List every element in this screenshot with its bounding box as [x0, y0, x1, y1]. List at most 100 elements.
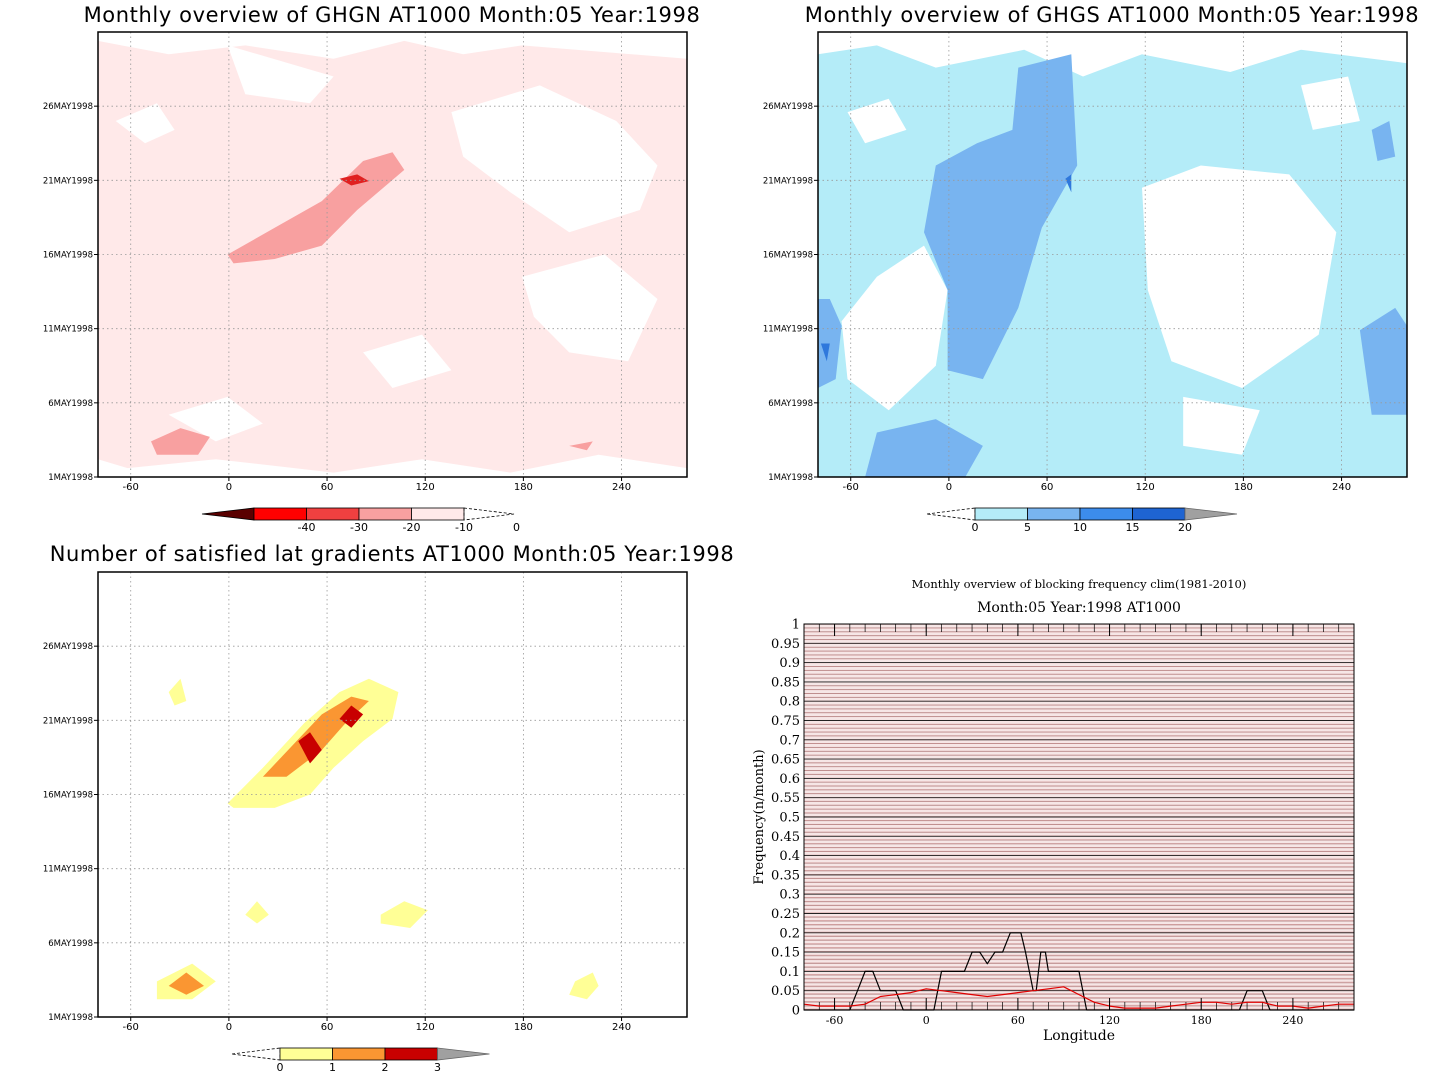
y-tick-label-1MAY1998: 1MAY1998: [48, 473, 93, 483]
contour-region-two-8: [168, 972, 204, 995]
colorbar-label-1: 1: [329, 1061, 336, 1074]
contour-region-three-2: [298, 732, 322, 764]
panel-ghgs: Monthly overview of GHGS AT1000 Month:05…: [763, 3, 1419, 534]
panel-ghgs-colorbar: 0 5 10 15 20: [926, 507, 1238, 534]
frequency-gridlines: [803, 623, 1355, 1011]
contour-region-mid-10: [1371, 121, 1396, 161]
contour-region-white-5: [168, 396, 263, 442]
x-tick-label-240: 240: [1332, 482, 1351, 493]
panel-ghgn-colorbar: -40 -30 -20 -10 0: [201, 507, 520, 534]
contour-region-one-6: [380, 901, 428, 928]
y-tick-label-0.65: 0.65: [771, 753, 800, 768]
y-tick-label-0.3: 0.3: [779, 888, 800, 903]
colorbar-box-1: [306, 507, 360, 521]
y-tick-label-0.6: 0.6: [779, 772, 800, 787]
panel-gradients-colorbar: 0 1 2 3: [231, 1047, 490, 1074]
contour-region-mid-6: [924, 54, 1078, 380]
y-tick-label-0.5: 0.5: [779, 811, 800, 826]
y-tick-label-6MAY1998: 6MAY1998: [768, 399, 813, 409]
contour-region-one-9: [569, 972, 599, 1000]
x-tick-label-0: 0: [946, 482, 952, 493]
contour-region-strong-8: [339, 174, 369, 186]
y-tick-label-21MAY1998: 21MAY1998: [763, 176, 813, 186]
colorbar-label-0: 0: [972, 521, 979, 534]
colorbar-box-3: [411, 507, 465, 521]
contour-region-white-6: [363, 334, 452, 388]
y-tick-label-0.35: 0.35: [771, 868, 800, 883]
x-tick-label--60: -60: [123, 482, 139, 493]
y-tick-label-11MAY1998: 11MAY1998: [763, 325, 813, 335]
y-tick-label-0.25: 0.25: [771, 907, 800, 922]
frequency-ylabel: Frequency(n/month): [752, 749, 767, 884]
x-tick-label-60: 60: [321, 1022, 334, 1033]
x-tick-label-60: 60: [321, 482, 334, 493]
contour-region-white-4: [522, 254, 658, 362]
contour-region-mid-10: [569, 441, 593, 451]
colorbar-label-5: 5: [1024, 521, 1031, 534]
y-tick-label-16MAY1998: 16MAY1998: [43, 791, 93, 801]
frequency-plot-frame: [803, 623, 1355, 1011]
frequency-xlabel: Longitude: [1043, 1028, 1115, 1044]
x-tick-label-180: 180: [1191, 1014, 1212, 1027]
y-tick-label-1: 1: [792, 618, 800, 633]
contour-region-white-5: [1301, 76, 1360, 130]
y-tick-label-0.1: 0.1: [779, 965, 800, 980]
colorbar-box-0: [974, 507, 1028, 521]
colorbar-label-0: 0: [277, 1061, 284, 1074]
colorbar-label-10: 10: [1073, 521, 1087, 534]
x-tick-label-120: 120: [1099, 1014, 1120, 1027]
panel-gradients-axes: -60 0 60 120 180 240 1MAY1998 6MAY1998 11MAY1998…: [43, 571, 688, 1033]
colorbar-extend-low: [201, 507, 255, 521]
colorbar-extend-low: [231, 1047, 281, 1061]
y-tick-label-1MAY1998: 1MAY1998: [48, 1013, 93, 1023]
frequency-series-line-1: [803, 986, 1354, 1009]
x-tick-label-0: 0: [226, 482, 232, 493]
y-tick-label-0.55: 0.55: [771, 791, 800, 806]
y-tick-label-16MAY1998: 16MAY1998: [763, 251, 813, 261]
y-tick-label-26MAY1998: 26MAY1998: [763, 102, 813, 112]
contour-region-white-4: [847, 98, 907, 144]
x-tick-label-120: 120: [1136, 482, 1155, 493]
contour-region-mid-7: [865, 419, 983, 477]
colorbar-extend-high: [437, 1047, 490, 1061]
contour-region-strong-11: [1065, 174, 1072, 193]
y-tick-label-21MAY1998: 21MAY1998: [43, 176, 93, 186]
y-tick-label-11MAY1998: 11MAY1998: [43, 865, 93, 875]
frequency-subtitle: Month:05 Year:1998 AT1000: [977, 600, 1181, 616]
contour-region-white-3: [1183, 396, 1260, 455]
colorbar-label-20: 20: [1178, 521, 1192, 534]
colorbar-box-1: [332, 1047, 386, 1061]
x-tick-label-0: 0: [226, 1022, 232, 1033]
colorbar-box-0: [279, 1047, 333, 1061]
panel-gradients: Number of satisfied lat gradients AT1000…: [43, 542, 734, 1074]
x-tick-label-240: 240: [1282, 1014, 1303, 1027]
colorbar-label-0: 0: [513, 521, 520, 534]
colorbar-box-1: [1027, 507, 1081, 521]
x-tick-label-120: 120: [416, 1022, 435, 1033]
y-tick-label-1MAY1998: 1MAY1998: [768, 473, 813, 483]
colorbar-label--10: -10: [455, 521, 473, 534]
y-tick-label-0.9: 0.9: [779, 656, 800, 671]
x-tick-label-240: 240: [612, 1022, 631, 1033]
y-tick-label-11MAY1998: 11MAY1998: [43, 325, 93, 335]
contour-region-three-3: [339, 705, 364, 728]
contour-region-white-3: [227, 45, 334, 104]
contour-region-white-1: [841, 245, 948, 411]
contour-region-white-2: [451, 85, 658, 233]
contour-region-one-4: [168, 678, 187, 706]
y-tick-label-0.75: 0.75: [771, 714, 800, 729]
y-tick-label-26MAY1998: 26MAY1998: [43, 102, 93, 112]
y-tick-label-0.4: 0.4: [779, 849, 800, 864]
y-tick-label-0.7: 0.7: [779, 733, 800, 748]
colorbar-label-3: 3: [434, 1061, 441, 1074]
x-tick-label--60: -60: [123, 1022, 139, 1033]
contour-region-strong-12: [820, 343, 830, 362]
colorbar-extend-low: [926, 507, 976, 521]
y-tick-label-6MAY1998: 6MAY1998: [48, 939, 93, 949]
colorbar-label-15: 15: [1126, 521, 1140, 534]
y-tick-label-16MAY1998: 16MAY1998: [43, 251, 93, 261]
x-tick-label--60: -60: [826, 1014, 844, 1027]
contour-region-one-5: [245, 901, 269, 924]
x-tick-label-180: 180: [514, 1022, 533, 1033]
